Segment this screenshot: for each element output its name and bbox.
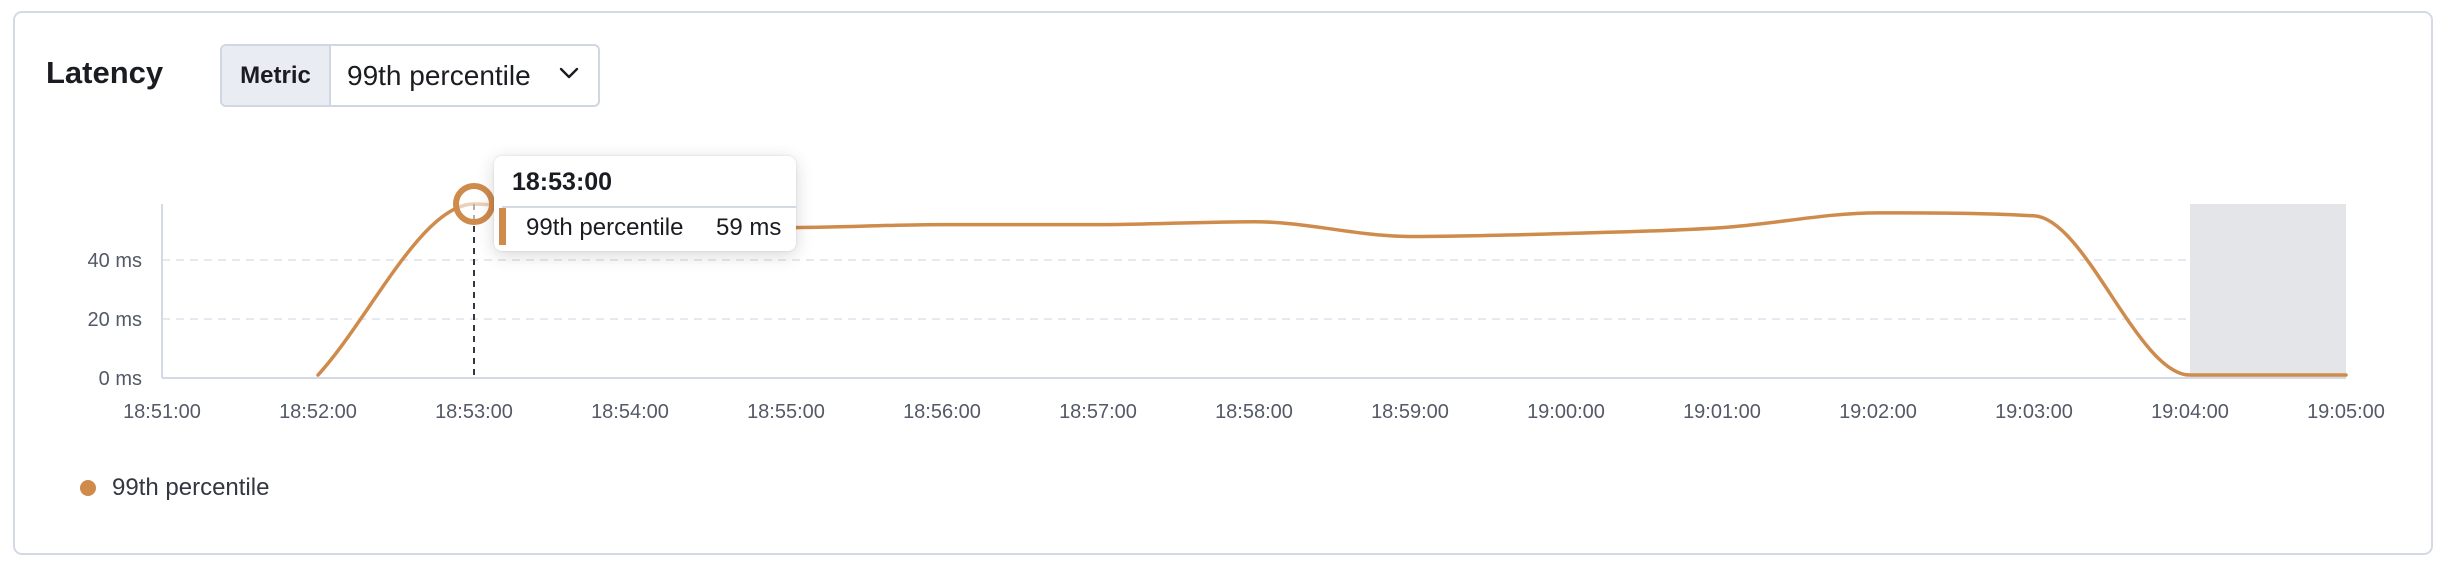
x-tick-label: 18:56:00: [903, 401, 981, 423]
metric-selector[interactable]: Metric 99th percentile: [220, 44, 600, 107]
tooltip-series-name: 99th percentile: [526, 214, 684, 241]
grid-lines: [162, 259, 2346, 321]
legend-swatch: [80, 480, 96, 496]
metric-dropdown[interactable]: 99th percentile: [331, 46, 598, 105]
metric-label: Metric: [222, 46, 331, 105]
y-tick-label: 20 ms: [88, 309, 142, 331]
x-tick-label: 19:01:00: [1683, 401, 1761, 423]
chart-tooltip: 18:53:00 99th percentile 59 ms: [494, 156, 796, 251]
x-tick-label: 19:05:00: [2307, 401, 2385, 423]
tooltip-value: 59 ms: [716, 214, 782, 241]
axes: [161, 204, 2346, 379]
y-tick-label: 40 ms: [88, 250, 142, 272]
annotation-region: [2190, 204, 2346, 378]
shaded-region: [2190, 204, 2346, 378]
x-tick-label: 18:54:00: [591, 401, 669, 423]
metric-dropdown-value: 99th percentile: [347, 59, 531, 91]
tooltip-time: 18:53:00: [512, 168, 613, 196]
chevron-down-icon: [559, 67, 579, 79]
x-tick-label: 19:02:00: [1839, 401, 1917, 423]
x-tick-label: 18:59:00: [1371, 401, 1449, 423]
x-tick-label: 18:51:00: [123, 401, 201, 423]
x-tick-label: 18:55:00: [747, 401, 825, 423]
chart-legend[interactable]: 99th percentile: [80, 474, 269, 502]
y-tick-label: 0 ms: [99, 368, 142, 390]
x-tick-label: 19:04:00: [2151, 401, 2229, 423]
legend-label[interactable]: 99th percentile: [112, 474, 270, 501]
x-tick-label: 18:53:00: [435, 401, 513, 423]
x-tick-labels: 18:51:00 18:52:00 18:53:00 18:54:00 18:55:00…: [123, 401, 2385, 423]
tooltip-series-swatch: [499, 208, 506, 245]
x-tick-label: 19:00:00: [1527, 401, 1605, 423]
x-tick-label: 19:03:00: [1995, 401, 2073, 423]
tooltip-divider: [502, 206, 796, 208]
x-tick-label: 18:57:00: [1059, 401, 1137, 423]
panel-title: Latency: [46, 55, 164, 90]
x-tick-label: 18:58:00: [1215, 401, 1293, 423]
x-tick-label: 18:52:00: [279, 401, 357, 423]
highlight-marker: [453, 183, 495, 378]
highlight-point: [453, 183, 495, 225]
y-tick-labels: 0 ms 20 ms 40 ms: [88, 250, 142, 390]
